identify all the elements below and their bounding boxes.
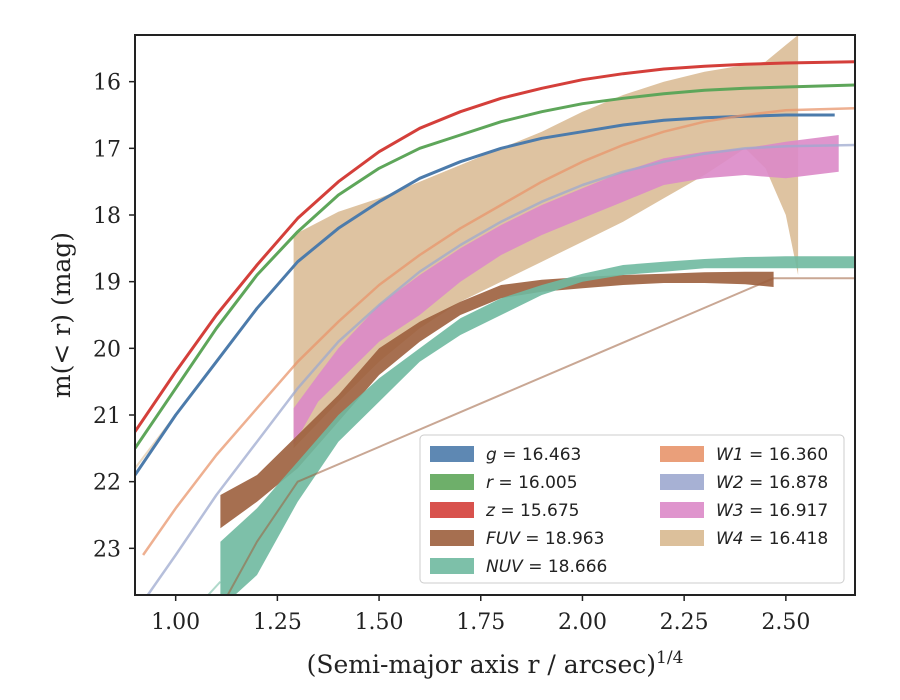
x-axis-label: (Semi-major axis r / arcsec)1/4	[307, 648, 684, 679]
series-line-r	[135, 83, 855, 450]
legend-item-fuv: FUV = 18.963	[430, 529, 604, 549]
y-tick-label: 18	[93, 204, 121, 229]
legend-equals: =	[744, 501, 769, 521]
series-trend-nuv	[206, 581, 222, 595]
y-tick-label: 22	[93, 471, 121, 496]
y-axis: 16 17 18 19 20 21 22 23	[93, 71, 135, 562]
legend-swatch	[660, 502, 704, 518]
legend-item-g: g = 16.463	[430, 445, 581, 465]
legend-label: W2 = 16.878	[716, 473, 828, 493]
legend-swatch	[430, 446, 474, 462]
legend-value: 16.917	[769, 501, 828, 521]
legend-band: W4	[716, 529, 744, 549]
legend-value: 16.463	[522, 445, 581, 465]
legend-swatch	[660, 446, 704, 462]
legend-label: r = 16.005	[486, 473, 578, 493]
series-band-nuv	[220, 256, 855, 595]
legend-value: 15.675	[520, 501, 579, 521]
y-tick-label: 19	[93, 271, 121, 296]
y-tick-label: 23	[93, 537, 121, 562]
x-axis-label-exponent: 1/4	[656, 648, 683, 668]
legend-value: 16.005	[518, 473, 577, 493]
legend-band: z	[485, 501, 496, 521]
x-tick-label: 1.75	[456, 610, 505, 635]
legend-equals: =	[744, 445, 769, 465]
legend-band: W2	[716, 473, 744, 493]
y-axis-label: m(< r) (mag)	[47, 232, 76, 398]
legend-item-w4: W4 = 16.418	[660, 529, 828, 549]
legend-band: FUV	[486, 529, 521, 549]
x-tick-label: 1.00	[151, 610, 200, 635]
legend: g = 16.463 r = 16.005 z = 15.675 FUV = 18.9…	[419, 434, 845, 584]
legend-band: W3	[716, 501, 744, 521]
series-trend-fuv	[226, 277, 855, 595]
axes-frame	[134, 34, 856, 596]
legend-value: 18.963	[545, 529, 604, 549]
legend-value: 18.666	[548, 557, 607, 577]
legend-equals: =	[520, 529, 545, 549]
legend-value: 16.878	[769, 473, 828, 493]
legend-value: 16.360	[769, 445, 828, 465]
x-tick-label: 2.25	[660, 610, 709, 635]
legend-item-z: z = 15.675	[430, 501, 579, 521]
legend-band: g	[486, 445, 497, 465]
legend-label: W4 = 16.418	[716, 529, 828, 549]
y-tick-label: 20	[93, 337, 121, 362]
legend-label: z = 15.675	[485, 501, 579, 521]
legend-swatch	[660, 474, 704, 490]
x-tick-label: 2.00	[558, 610, 607, 635]
legend-value: 16.418	[769, 529, 828, 549]
y-tick-label: 16	[93, 71, 121, 96]
x-tick-label: 1.25	[253, 610, 302, 635]
series-line-w2	[146, 143, 855, 595]
legend-band: W1	[716, 445, 744, 465]
y-tick-label: 21	[93, 404, 121, 429]
legend-swatch	[430, 502, 474, 518]
legend-item-w3: W3 = 16.917	[660, 501, 828, 521]
legend-item-w1: W1 = 16.360	[660, 445, 828, 465]
legend-label: W3 = 16.917	[716, 501, 828, 521]
legend-band: r	[486, 473, 494, 493]
y-tick-label: 17	[93, 137, 121, 162]
series-line-g	[135, 113, 835, 476]
legend-label: W1 = 16.360	[716, 445, 828, 465]
legend-equals: =	[497, 445, 522, 465]
series-line-w1	[142, 107, 855, 556]
legend-equals: =	[493, 473, 518, 493]
legend-swatch	[430, 474, 474, 490]
x-axis: 1.00 1.25 1.50 1.75 2.00 2.25 2.50	[151, 595, 810, 635]
legend-box	[419, 434, 845, 584]
legend-equals: =	[495, 501, 520, 521]
x-tick-label: 1.50	[355, 610, 404, 635]
legend-band: NUV	[486, 557, 524, 577]
legend-swatch	[430, 558, 474, 574]
legend-equals: =	[744, 529, 769, 549]
series-band-w3	[293, 135, 839, 445]
series-line-z	[135, 60, 855, 433]
legend-label: g = 16.463	[486, 445, 581, 465]
series-band-w4	[293, 35, 799, 449]
legend-label: FUV = 18.963	[486, 529, 604, 549]
x-tick-label: 2.50	[761, 610, 810, 635]
legend-item-nuv: NUV = 18.666	[430, 557, 607, 577]
legend-equals: =	[523, 557, 548, 577]
legend-label: NUV = 18.666	[486, 557, 607, 577]
plot-area	[135, 35, 855, 595]
legend-equals: =	[744, 473, 769, 493]
legend-item-r: r = 16.005	[430, 473, 578, 493]
legend-swatch	[660, 530, 704, 546]
x-axis-label-text: (Semi-major axis r / arcsec)	[307, 650, 656, 679]
legend-swatch	[430, 530, 474, 546]
legend-item-w2: W2 = 16.878	[660, 473, 828, 493]
